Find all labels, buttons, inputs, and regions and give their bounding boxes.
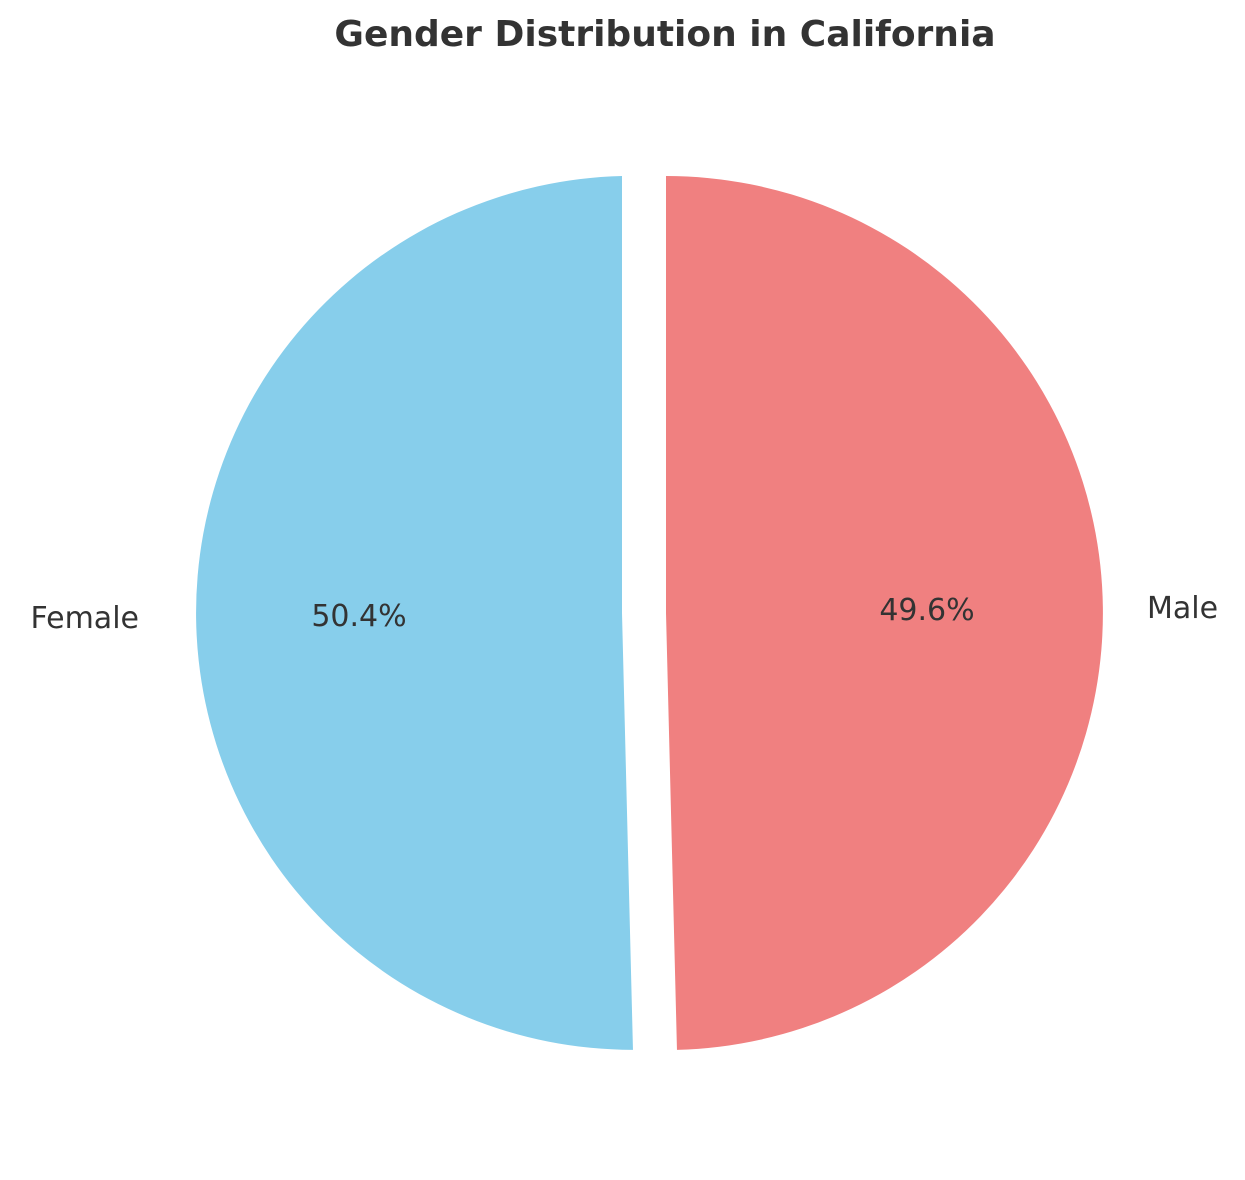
- slice-label-female: Female: [31, 601, 139, 636]
- chart-title: Gender Distribution in California: [334, 14, 996, 55]
- slice-pct-male: 49.6%: [879, 593, 974, 628]
- slice-label-male: Male: [1147, 591, 1218, 626]
- pie-slice-male: [666, 176, 1103, 1050]
- pie-slice-female: [196, 176, 633, 1050]
- slice-pct-female: 50.4%: [311, 599, 406, 634]
